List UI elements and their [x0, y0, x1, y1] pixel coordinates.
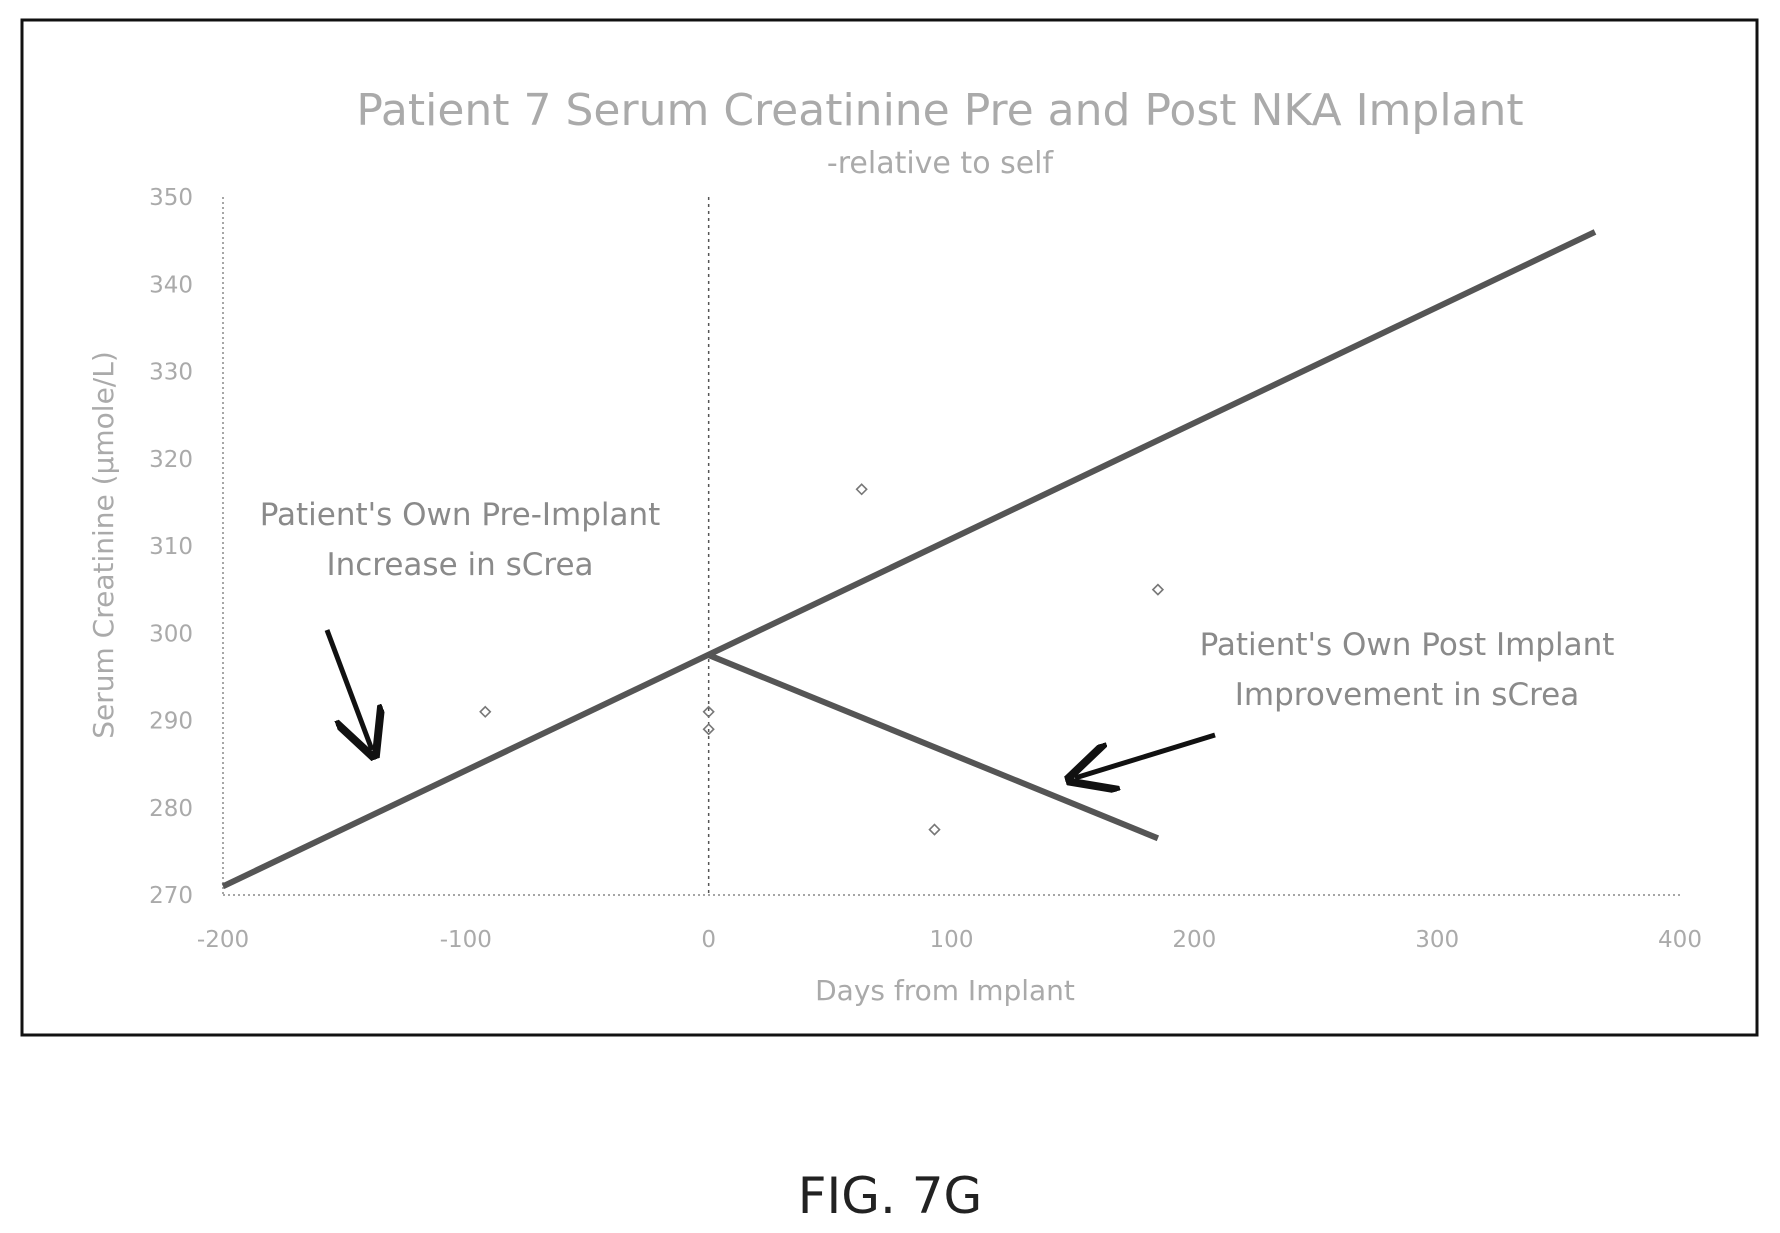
y-tick-label: 280 [149, 796, 193, 822]
x-tick-label: 100 [930, 927, 974, 953]
x-tick-label: 200 [1172, 927, 1216, 953]
y-tick-label: 330 [149, 360, 193, 386]
pre-implant-annotation-arrow [324, 629, 372, 750]
x-tick-label: -200 [197, 927, 249, 953]
y-tick-label: 290 [149, 709, 193, 735]
chart-subtitle: -relative to self [827, 146, 1055, 181]
y-tick-label: 270 [149, 883, 193, 909]
post-implant-trend-line [707, 652, 1160, 842]
data-point [855, 483, 868, 496]
data-point [702, 705, 715, 718]
x-tick-label: 400 [1658, 927, 1702, 953]
x-axis-title: Days from Implant [815, 974, 1075, 1007]
data-point [702, 723, 715, 736]
pre-implant-trend-line [221, 229, 1597, 889]
y-tick-label: 340 [149, 272, 193, 298]
y-tick-label: 300 [149, 621, 193, 647]
figure-caption: FIG. 7G [798, 1167, 983, 1225]
post-implant-annotation-arrow [1075, 732, 1216, 778]
x-tick-label: 0 [701, 927, 716, 953]
pre-implant-annotation-line-2: Increase in sCrea [326, 547, 593, 583]
pre-implant-annotation-line-1: Patient's Own Pre-Implant [260, 497, 661, 533]
y-axis-title: Serum Creatinine (µmole/L) [87, 351, 120, 739]
chart-title: Patient 7 Serum Creatinine Pre and Post … [356, 85, 1523, 136]
data-point [928, 823, 941, 836]
x-tick-label: 300 [1415, 927, 1459, 953]
post-implant-annotation-line-1: Patient's Own Post Implant [1200, 627, 1615, 663]
data-point [1151, 583, 1165, 596]
x-tick-label: -100 [440, 927, 492, 953]
y-tick-label: 350 [149, 185, 193, 211]
y-tick-label: 320 [149, 447, 193, 473]
chart-frame [20, 18, 1759, 1037]
y-tick-label: 310 [149, 534, 193, 560]
post-implant-annotation-line-2: Improvement in sCrea [1235, 677, 1579, 713]
data-point [479, 705, 492, 718]
